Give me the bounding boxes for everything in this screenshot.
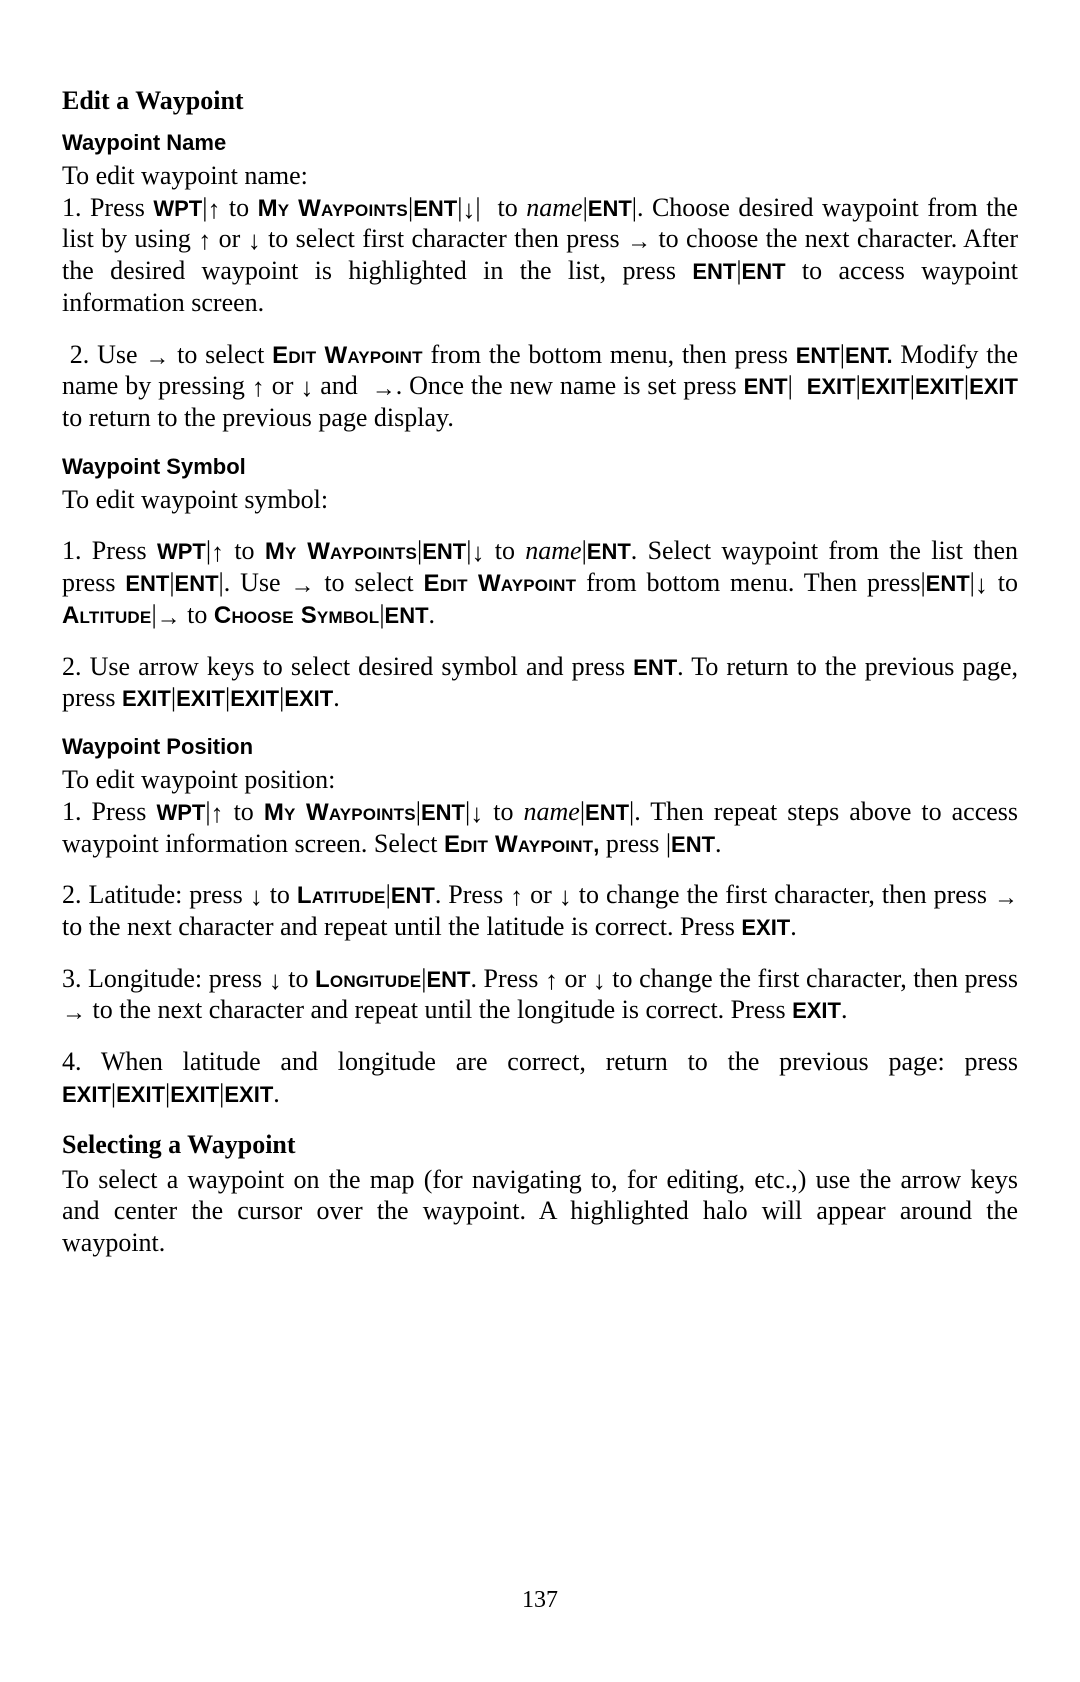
- key-wpt: WPT: [156, 800, 205, 825]
- intro-text: To edit waypoint position:: [62, 764, 1018, 796]
- step-paragraph: 2. Use arrow keys to select desired symb…: [62, 651, 1018, 714]
- key-exit: EXIT: [230, 686, 279, 711]
- intro-text: To edit waypoint name:: [62, 160, 1018, 192]
- step-paragraph: 1. Press WPT|↑ to My Waypoints|ENT|↓ to …: [62, 796, 1018, 859]
- key-edit-waypoint: Edit Waypoint: [424, 570, 577, 597]
- param-name: name: [525, 536, 581, 565]
- key-exit: EXIT: [969, 374, 1018, 399]
- section-heading-edit-waypoint: Edit a Waypoint: [62, 86, 1018, 116]
- key-ent: ENT: [671, 832, 715, 857]
- key-edit-waypoint: Edit Waypoint: [444, 831, 593, 858]
- key-ent: ENT: [692, 259, 736, 284]
- intro-text: To edit waypoint symbol:: [62, 484, 1018, 516]
- key-longitude: Longitude: [315, 966, 421, 993]
- key-ent: ENT: [744, 374, 788, 399]
- word-to: to: [493, 797, 513, 826]
- param-name: name: [526, 193, 582, 222]
- key-ent: ENT: [422, 539, 466, 564]
- key-edit-waypoint: Edit Waypoint: [272, 342, 423, 369]
- step-paragraph: 3. Longitude: press ↓ to Longitude|ENT. …: [62, 963, 1018, 1026]
- page-number: 137: [0, 1587, 1080, 1614]
- key-exit: EXIT: [792, 998, 841, 1023]
- word-to: to: [495, 536, 515, 565]
- key-ent: ENT: [588, 196, 632, 221]
- param-name: name: [524, 797, 580, 826]
- step-paragraph: 1. Press WPT|↑ to My Waypoints|ENT|↓| to…: [62, 192, 1018, 319]
- body-paragraph: To select a waypoint on the map (for nav…: [62, 1164, 1018, 1259]
- key-ent: ENT: [385, 603, 429, 628]
- key-my-waypoints: My Waypoints: [264, 799, 416, 826]
- key-exit: EXIT: [861, 374, 910, 399]
- section-heading-selecting-waypoint: Selecting a Waypoint: [62, 1130, 1018, 1160]
- key-ent: ENT: [633, 655, 677, 680]
- key-latitude: Latitude: [297, 882, 386, 909]
- key-exit: EXIT: [176, 686, 225, 711]
- key-exit: EXIT: [284, 686, 333, 711]
- key-choose-symbol: Choose Symbol: [214, 602, 379, 629]
- key-ent: ENT: [391, 883, 435, 908]
- key-wpt: WPT: [157, 539, 206, 564]
- document-page: Edit a Waypoint Waypoint Name To edit wa…: [0, 0, 1080, 1682]
- key-exit: EXIT: [170, 1082, 219, 1107]
- key-exit: EXIT: [915, 374, 964, 399]
- subsection-heading-waypoint-name: Waypoint Name: [62, 130, 1018, 156]
- key-exit: EXIT: [807, 374, 856, 399]
- key-ent: ENT: [125, 571, 169, 596]
- step-paragraph: 1. Press WPT|↑ to My Waypoints|ENT|↓ to …: [62, 535, 1018, 630]
- step-paragraph: 2. Latitude: press ↓ to Latitude|ENT. Pr…: [62, 879, 1018, 942]
- key-my-waypoints: My Waypoints: [258, 195, 408, 222]
- key-ent: ENT: [796, 343, 840, 368]
- key-ent: ENT: [421, 800, 465, 825]
- key-exit: EXIT: [741, 915, 790, 940]
- subsection-heading-waypoint-position: Waypoint Position: [62, 734, 1018, 760]
- word-to: to: [998, 568, 1018, 597]
- key-ent: ENT: [926, 571, 970, 596]
- key-exit: EXIT: [62, 1082, 111, 1107]
- word-to: to: [229, 193, 249, 222]
- key-exit: EXIT: [224, 1082, 273, 1107]
- step-paragraph: 2. Use → to select Edit Waypoint from th…: [62, 339, 1018, 434]
- step-paragraph: 4. When latitude and longitude are corre…: [62, 1046, 1018, 1109]
- key-ent: ENT: [585, 800, 629, 825]
- word-to: to: [234, 536, 254, 565]
- key-exit: EXIT: [116, 1082, 165, 1107]
- word-to: to: [234, 797, 254, 826]
- key-ent: ENT: [413, 196, 457, 221]
- subsection-heading-waypoint-symbol: Waypoint Symbol: [62, 454, 1018, 480]
- key-ent: ENT: [845, 343, 887, 368]
- key-ent: ENT: [742, 259, 786, 284]
- key-wpt: WPT: [153, 196, 202, 221]
- word-to: to: [187, 600, 207, 629]
- key-ent: ENT: [175, 571, 219, 596]
- key-ent: ENT: [587, 539, 631, 564]
- key-altitude: Altitude: [62, 602, 151, 629]
- word-to: to: [498, 193, 518, 222]
- key-my-waypoints: My Waypoints: [265, 538, 417, 565]
- key-ent: ENT: [426, 967, 470, 992]
- key-exit: EXIT: [122, 686, 171, 711]
